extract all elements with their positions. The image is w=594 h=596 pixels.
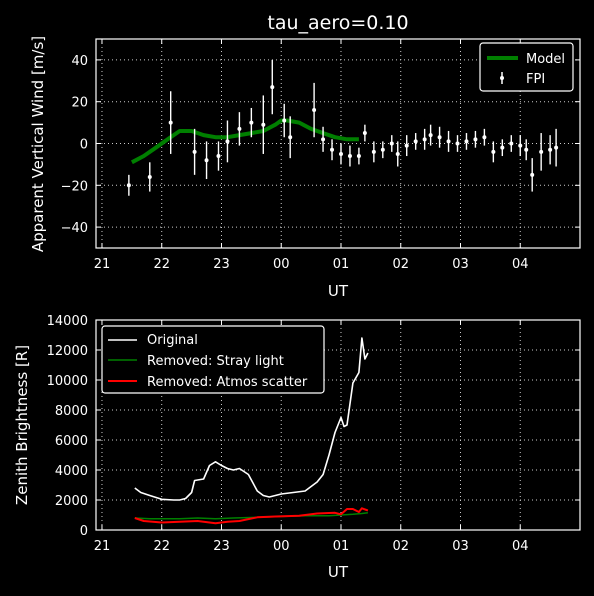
fpi-point — [464, 139, 469, 144]
wind-plot-xlabel: UT — [328, 282, 349, 300]
original-line — [134, 337, 369, 501]
fpi-point — [321, 137, 326, 142]
brightness-ytick-label: 10000 — [47, 374, 88, 389]
brightness-ytick-label: 12000 — [47, 344, 88, 359]
legend-model-label: Model — [526, 52, 565, 67]
legend-original-label: Original — [147, 333, 198, 348]
legend-atmos-label: Removed: Atmos scatter — [147, 375, 308, 390]
fpi-point — [168, 120, 173, 125]
fpi-point — [192, 149, 197, 154]
wind-xtick-label: 22 — [153, 257, 170, 272]
fpi-point — [404, 143, 409, 148]
brightness-plot-legend: Original Removed: Stray light Removed: A… — [101, 325, 325, 394]
fpi-point — [249, 120, 254, 125]
wind-ytick-label: 0 — [80, 138, 88, 153]
wind-ytick-label: 40 — [71, 54, 88, 69]
fpi-point — [473, 137, 478, 142]
fpi-point — [518, 143, 523, 148]
brightness-xtick-label: 23 — [213, 539, 230, 554]
fpi-point — [539, 149, 544, 154]
legend-fpi-swatch — [500, 72, 504, 84]
fpi-point — [509, 141, 514, 146]
fpi-point — [491, 149, 496, 154]
brightness-ytick-label: 8000 — [55, 404, 88, 419]
fpi-point — [413, 139, 418, 144]
wind-ytick-label: −40 — [61, 221, 88, 236]
wind-ytick-label: −20 — [61, 179, 88, 194]
fpi-point — [282, 118, 287, 123]
fpi-point — [126, 183, 131, 188]
brightness-plot-ylabel: Zenith Brightness [R] — [13, 345, 31, 505]
wind-xtick-label: 21 — [94, 257, 111, 272]
brightness-xtick-label: 00 — [273, 539, 290, 554]
brightness-plot: 21 22 23 00 01 02 03 04 0 2000 4000 6000 8000 10000 12… — [13, 314, 581, 581]
wind-xtick-label: 00 — [273, 257, 290, 272]
wind-ytick-label: 20 — [71, 96, 88, 111]
brightness-plot-frame — [95, 319, 581, 531]
wind-xtick-label: 03 — [452, 257, 469, 272]
brightness-xtick-label: 01 — [333, 539, 350, 554]
fpi-point — [530, 172, 535, 177]
brightness-ytick-label: 2000 — [55, 494, 88, 509]
fpi-point — [548, 147, 553, 152]
fpi-point — [147, 174, 152, 179]
wind-plot-ylabel: Apparent Vertical Wind [m/s] — [29, 36, 47, 252]
wind-plot-ticks: 21 22 23 00 01 02 03 04 −40 −20 0 20 40 — [61, 39, 580, 272]
brightness-ytick-label: 0 — [80, 524, 88, 539]
fpi-point — [554, 145, 559, 150]
brightness-xtick-label: 22 — [153, 539, 170, 554]
fpi-point — [338, 151, 343, 156]
brightness-plot-xlabel: UT — [328, 563, 349, 581]
fpi-point — [371, 149, 376, 154]
fpi-point — [362, 131, 367, 136]
fpi-point — [446, 139, 451, 144]
fpi-point — [225, 139, 230, 144]
atmos-scatter-line — [134, 507, 369, 525]
fpi-point — [437, 135, 442, 140]
fpi-point — [261, 122, 266, 127]
wind-plot: tau_aero=0.10 21 22 23 00 01 02 03 04 −40 −20 0 20 4… — [29, 12, 581, 300]
brightness-ytick-label: 14000 — [47, 314, 88, 329]
fpi-point — [347, 154, 352, 159]
brightness-xtick-label: 03 — [452, 539, 469, 554]
wind-plot-marks — [126, 59, 559, 196]
fpi-point — [500, 145, 505, 150]
fpi-point — [395, 151, 400, 156]
fpi-point — [237, 126, 242, 131]
wind-plot-title: tau_aero=0.10 — [267, 12, 408, 34]
brightness-legend-box — [101, 325, 325, 394]
fpi-point — [288, 135, 293, 140]
fpi-point — [389, 141, 394, 146]
brightness-ytick-label: 4000 — [55, 464, 88, 479]
brightness-plot-ticks: 21 22 23 00 01 02 03 04 0 2000 4000 6000 8000 10000 12… — [47, 314, 580, 554]
legend-fpi-label: FPI — [526, 72, 545, 87]
fpi-point — [204, 158, 209, 163]
fpi-point — [330, 147, 335, 152]
wind-plot-legend: Model FPI — [479, 42, 574, 92]
fpi-point — [216, 154, 221, 159]
brightness-plot-marks — [134, 337, 369, 525]
fpi-point — [428, 133, 433, 138]
legend-stray-label: Removed: Stray light — [147, 354, 284, 369]
fpi-point — [356, 154, 361, 159]
fpi-point — [455, 141, 460, 146]
brightness-ytick-label: 6000 — [55, 434, 88, 449]
brightness-xtick-label: 02 — [392, 539, 409, 554]
wind-xtick-label: 23 — [213, 257, 230, 272]
brightness-xtick-label: 04 — [512, 539, 529, 554]
fpi-point — [482, 135, 487, 140]
fpi-point — [524, 147, 529, 152]
fpi-point — [422, 137, 427, 142]
fpi-point — [312, 108, 317, 113]
wind-xtick-label: 01 — [333, 257, 350, 272]
fpi-point — [380, 147, 385, 152]
fpi-point — [270, 85, 275, 90]
wind-xtick-label: 04 — [512, 257, 529, 272]
wind-xtick-label: 02 — [392, 257, 409, 272]
brightness-xtick-label: 21 — [94, 539, 111, 554]
